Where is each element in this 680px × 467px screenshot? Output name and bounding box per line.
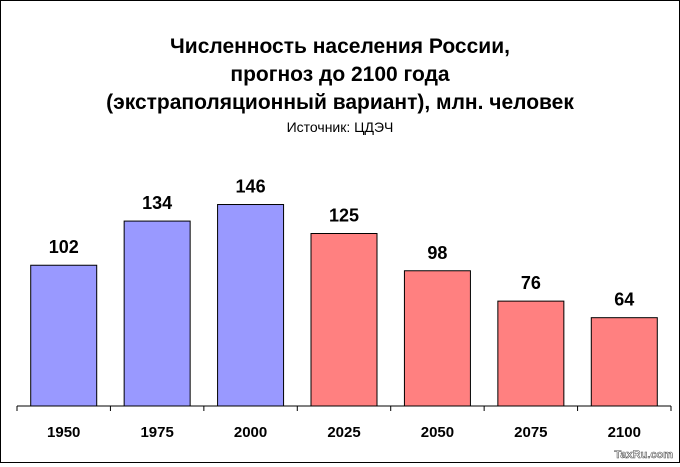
x-axis: 1950 1975 2000 2025 2050 2075 2100 xyxy=(16,405,672,441)
bar-1975 xyxy=(123,220,191,407)
bars-layer xyxy=(30,204,658,407)
data-label-2000: 146 xyxy=(236,177,266,197)
chart-title-line-1: Численность населения России, xyxy=(170,35,510,58)
x-tick-label-2000: 2000 xyxy=(234,424,267,441)
data-label-2100: 64 xyxy=(614,290,634,310)
data-label-2075: 76 xyxy=(521,273,541,293)
bar-2050 xyxy=(403,270,471,407)
watermark: TaxRu.com xyxy=(615,449,674,461)
chart-subtitle: Источник: ЦДЭЧ xyxy=(287,119,394,135)
x-tick-label-2025: 2025 xyxy=(327,424,360,441)
x-tick-label-2075: 2075 xyxy=(514,424,547,441)
bar-2000 xyxy=(217,204,285,407)
chart-title-line-3: (экстраполяционный вариант), млн. челове… xyxy=(106,91,574,114)
data-label-1950: 102 xyxy=(49,237,79,257)
x-tick-label-1975: 1975 xyxy=(140,424,173,441)
data-label-2025: 125 xyxy=(329,206,359,226)
x-tick-label-1950: 1950 xyxy=(47,424,80,441)
data-labels-layer: 102 134 146 125 98 76 64 xyxy=(49,177,635,310)
x-tick-label-2050: 2050 xyxy=(421,424,454,441)
x-tick-label-2100: 2100 xyxy=(608,424,641,441)
bar-1950 xyxy=(30,264,98,407)
bar-2075 xyxy=(497,300,565,407)
chart-title-line-2: прогноз до 2100 года xyxy=(230,63,449,86)
bar-2100 xyxy=(590,317,658,407)
data-label-2050: 98 xyxy=(427,243,447,263)
data-label-1975: 134 xyxy=(142,193,172,213)
bar-2025 xyxy=(310,233,378,407)
